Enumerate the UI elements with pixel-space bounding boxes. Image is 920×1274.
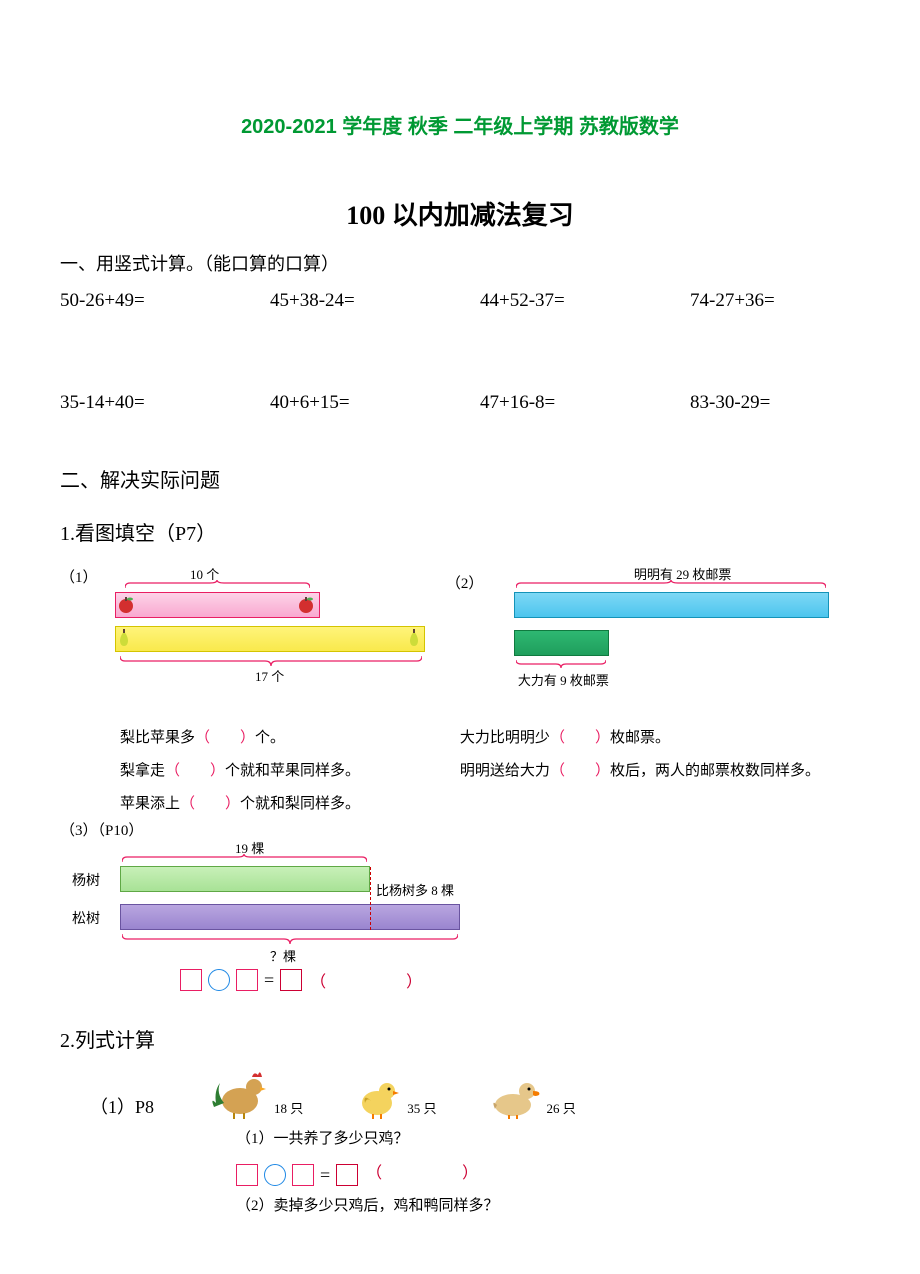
diagram-1: （1） 10 个 xyxy=(60,566,426,821)
diagram-3-mid-label: 比杨树多 8 棵 xyxy=(376,880,454,899)
text: 枚后，两人的邮票枚数同样多。 xyxy=(610,763,820,779)
q2-sub-questions: （1）一共养了多少只鸡？ = （ ） （2）卖掉多少只鸡后，鸡和鸭同样多？ xyxy=(60,1125,860,1220)
diagram-2-questions: 大力比明明少（ ）枚邮票。 明明送给大力（ ）枚后，两人的邮票枚数同样多。 xyxy=(446,716,860,788)
chick-count: 35 只 xyxy=(407,1098,436,1119)
rooster-item: 18 只 xyxy=(210,1063,303,1119)
duck-item: 26 只 xyxy=(487,1071,576,1119)
diagram-2-bottom-label: 大力有 9 枚邮票 xyxy=(518,670,609,689)
q2-heading: 2.列式计算 xyxy=(60,1024,860,1053)
diagram-1-bar-pears xyxy=(115,626,425,652)
equation: 83-30-29= xyxy=(690,392,860,414)
diagram-3-bar-songshu xyxy=(120,904,460,930)
circle-box-icon xyxy=(208,969,230,991)
text: 苹果添上 xyxy=(120,796,180,812)
apple-icon xyxy=(296,594,316,614)
blank-paren: （ ） xyxy=(310,968,438,992)
animals-row: 18 只 35 只 xyxy=(210,1063,576,1119)
apple-icon xyxy=(116,594,136,614)
duck-icon xyxy=(487,1071,543,1119)
duck-count: 26 只 xyxy=(547,1098,576,1119)
diagram-2: （2） 明明有 29 枚邮票 大力有 9 枚邮票 大力比明明少（ ）枚邮票。 明… xyxy=(446,566,860,788)
diagram-1-questions: 梨比苹果多（ ）个。 梨拿走（ ）个就和苹果同样多。 苹果添上（ ）个就和梨同样… xyxy=(60,716,426,821)
equals-sign: = xyxy=(264,970,274,991)
bracket-icon xyxy=(516,660,606,668)
pear-icon xyxy=(116,628,132,648)
bracket-icon xyxy=(122,854,367,862)
rooster-count: 18 只 xyxy=(274,1098,303,1119)
equation: 47+16-8= xyxy=(480,392,690,414)
equation-template: = （ ） xyxy=(236,1158,860,1192)
text: 梨拿走 xyxy=(120,763,165,779)
q2-sub-label: （1）P8 xyxy=(90,1093,210,1119)
document-header: 2020-2021 学年度 秋季 二年级上学期 苏教版数学 xyxy=(60,110,860,139)
equation-row-2: 35-14+40= 40+6+15= 47+16-8= 83-30-29= xyxy=(60,392,860,414)
square-box-icon xyxy=(236,969,258,991)
dashed-line-icon xyxy=(370,867,371,930)
bracket-icon xyxy=(120,656,422,666)
q2-row: （1）P8 18 只 xyxy=(60,1063,860,1119)
diagrams-row: （1） 10 个 xyxy=(60,566,860,821)
equation: 44+52-37= xyxy=(480,290,690,312)
square-box-icon xyxy=(236,1164,258,1186)
equation: 35-14+40= xyxy=(60,392,270,414)
diagram-1-bar-apples xyxy=(115,592,320,618)
diagram-1-number: （1） xyxy=(60,566,98,587)
square-box-icon xyxy=(280,969,302,991)
equation: 40+6+15= xyxy=(270,392,480,414)
bracket-icon xyxy=(125,580,310,588)
square-box-icon xyxy=(180,969,202,991)
equation: 50-26+49= xyxy=(60,290,270,312)
text: 大力比明明少 xyxy=(460,730,550,746)
diagram-2-number: （2） xyxy=(446,572,484,593)
diagram-2-bar-mingming xyxy=(514,592,829,618)
equation-template: = （ ） xyxy=(180,968,438,992)
blank-paren: （ ） xyxy=(366,1159,494,1189)
sub-question-1: （1）一共养了多少只鸡？ xyxy=(236,1125,860,1154)
rooster-icon xyxy=(210,1063,270,1119)
diagram-2-bar-dali xyxy=(514,630,609,656)
blank-paren: （ ） xyxy=(180,796,240,812)
equals-sign: = xyxy=(320,1158,330,1192)
equation: 45+38-24= xyxy=(270,290,480,312)
square-box-icon xyxy=(292,1164,314,1186)
chick-item: 35 只 xyxy=(353,1071,436,1119)
diagram-3-bottom-label: ？棵 xyxy=(270,946,296,965)
diagram-3-bar-yangshu xyxy=(120,866,370,892)
circle-box-icon xyxy=(264,1164,286,1186)
diagram-3-label-1: 杨树 xyxy=(72,870,100,890)
text: 梨比苹果多 xyxy=(120,730,195,746)
square-box-icon xyxy=(336,1164,358,1186)
blank-paren: （ ） xyxy=(165,763,225,779)
equation-row-1: 50-26+49= 45+38-24= 44+52-37= 74-27+36= xyxy=(60,290,860,312)
bracket-icon xyxy=(122,934,458,944)
section-2-heading: 二、解决实际问题 xyxy=(60,464,860,493)
bracket-icon xyxy=(516,580,826,588)
blank-paren: （ ） xyxy=(550,730,610,746)
equation: 74-27+36= xyxy=(690,290,860,312)
document-title: 100 以内加减法复习 xyxy=(60,195,860,232)
text: 个。 xyxy=(255,730,285,746)
chick-icon xyxy=(353,1071,403,1119)
diagram-3-number: （3）（P10） xyxy=(60,819,860,840)
text: 枚邮票。 xyxy=(610,730,670,746)
text: 明明送给大力 xyxy=(460,763,550,779)
q1-heading: 1.看图填空（P7） xyxy=(60,517,860,546)
diagram-3: （3）（P10） 19 棵 杨树 松树 比杨树多 8 棵 ？棵 = （ ） xyxy=(60,819,860,1020)
sub-question-2: （2）卖掉多少只鸡后，鸡和鸭同样多？ xyxy=(236,1192,860,1221)
diagram-3-label-2: 松树 xyxy=(72,908,100,928)
diagram-1-bottom-label: 17 个 xyxy=(255,666,284,685)
text: 个就和梨同样多。 xyxy=(240,796,360,812)
blank-paren: （ ） xyxy=(550,763,610,779)
blank-paren: （ ） xyxy=(195,730,255,746)
pear-icon xyxy=(406,628,422,648)
text: 个就和苹果同样多。 xyxy=(225,763,360,779)
section-1-heading: 一、用竖式计算。（能口算的口算） xyxy=(60,250,860,276)
